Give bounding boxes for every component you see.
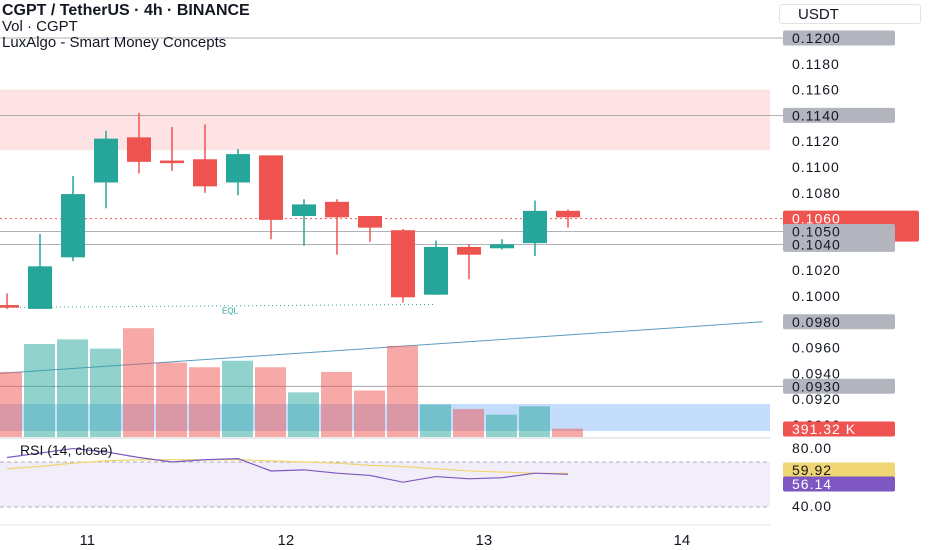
time-tick-label: 12: [278, 532, 295, 549]
price-tick-label: 0.1100: [792, 159, 840, 175]
rsi-value-label-box: [783, 476, 895, 492]
rsi-title: RSI (14, close): [20, 442, 113, 458]
currency-selector-button[interactable]: USDT: [779, 4, 921, 24]
level-price-label-box: [783, 314, 895, 330]
level-price-label-box: [783, 30, 895, 46]
price-tick-label: 0.1120: [792, 133, 840, 149]
candle-body: [292, 204, 316, 217]
volume-bar: [519, 406, 550, 437]
candle-body: [127, 137, 151, 162]
volume-bar: [222, 360, 253, 437]
level-price-label-box: [783, 224, 895, 239]
candle-body: [259, 155, 283, 220]
price-tick-label: 0.1180: [792, 56, 840, 72]
volume-indicator-label[interactable]: Vol · CGPT: [2, 18, 78, 35]
eql-line: [0, 303, 437, 308]
time-tick-label: 13: [476, 532, 493, 549]
time-axis-layer: 11 12 13 14: [0, 524, 770, 549]
volume-bar: [90, 348, 121, 437]
price-tick-label: 0.0920: [792, 391, 841, 407]
price-tick-label: 0.0960: [792, 340, 841, 356]
volume-value-label-box: [783, 421, 895, 437]
volume-bar: [0, 371, 22, 437]
chart-symbol-title[interactable]: CGPT / TetherUS · 4h · BINANCE: [2, 2, 250, 19]
price-tick-label: 0.0940: [792, 365, 841, 381]
candle-body: [391, 230, 415, 298]
rsi-value-label: 56.14: [792, 476, 832, 492]
candle-body: [61, 194, 85, 258]
volume-bar: [387, 345, 418, 437]
level-price-label: 0.0980: [792, 314, 841, 330]
level-price-label-box: [783, 107, 895, 123]
smc-indicator-label[interactable]: LuxAlgo - Smart Money Concepts: [2, 34, 227, 51]
volume-bar: [354, 390, 385, 437]
level-price-label: 0.1050: [792, 224, 841, 240]
volume-bar: [255, 367, 286, 437]
price-tick-label: 0.1020: [792, 262, 841, 278]
level-price-label: 0.1200: [792, 30, 841, 46]
volume-bar: [57, 339, 88, 437]
volume-bar: [156, 362, 187, 437]
volume-value-label: 391.32 K: [792, 421, 856, 437]
candle-body: [523, 210, 547, 244]
price-tick-label: 0.1160: [792, 82, 840, 98]
volume-bars-layer: [0, 328, 583, 437]
volume-bar: [288, 392, 319, 437]
time-tick-label: 14: [674, 532, 691, 549]
candle-body: [490, 244, 514, 249]
level-price-label-box: [783, 378, 895, 394]
rsi-ma-line: [6, 459, 569, 474]
candles-layer: [0, 112, 580, 309]
rsi-tick-label: 40.00: [792, 498, 832, 514]
volume-bar: [123, 328, 154, 437]
volume-bar: [189, 367, 220, 437]
volume-bar: [420, 404, 451, 437]
rsi-line: [6, 447, 569, 483]
candle-body: [358, 216, 382, 228]
candle-body: [0, 305, 19, 308]
time-tick-label: 11: [80, 532, 96, 549]
current-price-label: 0.1060: [792, 211, 841, 227]
candle-body: [325, 201, 349, 218]
volume-bar: [321, 371, 352, 437]
price-tick-label: 0.1080: [792, 185, 841, 201]
candle-body: [94, 138, 118, 183]
candle-body: [28, 266, 52, 309]
level-price-label: 0.1140: [792, 107, 840, 123]
candle-body: [160, 160, 184, 164]
candle-body: [457, 246, 481, 255]
volume-bar: [453, 409, 484, 437]
rsi-ma-value-label: 59.92: [792, 462, 832, 478]
eql-label: EQL: [222, 306, 239, 315]
price-tick-label: 0.1000: [792, 288, 841, 304]
volume-bar: [24, 344, 55, 437]
rsi-ma-value-label-box: [783, 462, 895, 478]
price-axis-layer: 0.1200 0.1180 0.1160 0.1140 0.1120 0.1100 0.10…: [783, 30, 919, 514]
candle-body: [556, 210, 580, 218]
rsi-tick-label: 80.00: [792, 440, 832, 456]
volume-bar: [552, 428, 583, 437]
rsi-band: [0, 462, 770, 507]
candle-body: [424, 246, 448, 295]
level-price-label-box: [783, 236, 895, 252]
candle-body: [226, 154, 250, 183]
level-price-label: 0.1040: [792, 236, 841, 252]
candle-body: [193, 159, 217, 187]
volume-bar: [486, 414, 517, 437]
level-price-label: 0.0930: [792, 378, 841, 394]
rsi-pane-layer: RSI (14, close): [0, 437, 770, 508]
